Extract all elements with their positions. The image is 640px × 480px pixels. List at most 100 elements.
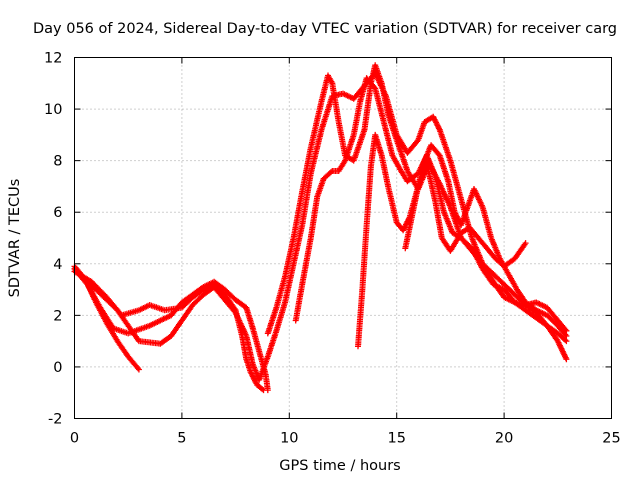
data-point-run bbox=[146, 313, 173, 329]
data-point-run bbox=[441, 209, 455, 235]
x-tick-label: 10 bbox=[280, 431, 298, 447]
data-point-run bbox=[514, 286, 528, 304]
tick-layer: 0 5 10 15 20 25 -2 0 2 4 6 8 10 12 bbox=[44, 51, 621, 447]
data-point-run bbox=[385, 111, 400, 142]
data-point-run bbox=[496, 255, 511, 276]
y-tick-label: -2 bbox=[48, 412, 62, 428]
data-point-run bbox=[282, 236, 297, 280]
data-point-run bbox=[247, 369, 260, 387]
data-point-run bbox=[361, 82, 374, 133]
data-point-run bbox=[350, 128, 367, 164]
chart-title: Day 056 of 2024, Sidereal Day-to-day VTE… bbox=[33, 21, 617, 37]
x-tick-label: 5 bbox=[177, 431, 186, 447]
data-point bbox=[135, 366, 142, 373]
data-point-run bbox=[389, 152, 404, 173]
data-point-run bbox=[544, 304, 560, 323]
data-point-run bbox=[372, 62, 385, 85]
data-point-run bbox=[468, 245, 485, 271]
data-point-run bbox=[404, 171, 420, 185]
data-point-run bbox=[350, 100, 363, 138]
data-point-run bbox=[157, 334, 173, 347]
data-point-run bbox=[189, 292, 206, 308]
data-point-run bbox=[243, 333, 256, 366]
data-point-run bbox=[135, 338, 162, 347]
y-tick-label: 6 bbox=[53, 205, 62, 221]
data-point-run bbox=[511, 241, 528, 262]
data-point-run bbox=[355, 288, 366, 350]
data-point-run bbox=[221, 286, 238, 302]
data-point-run bbox=[307, 100, 325, 151]
data-point-run bbox=[466, 224, 481, 240]
data-point-run bbox=[458, 205, 470, 229]
data-point-run bbox=[232, 309, 249, 338]
data-point-run bbox=[314, 177, 327, 200]
data-point-run bbox=[404, 138, 421, 156]
x-tick-label: 15 bbox=[387, 431, 405, 447]
data-point-run bbox=[273, 275, 288, 311]
data-point-run bbox=[232, 296, 248, 310]
x-axis-label: GPS time / hours bbox=[279, 458, 400, 474]
data-point-run bbox=[505, 271, 520, 291]
y-tick-label: 8 bbox=[53, 154, 62, 170]
data-point bbox=[563, 356, 570, 363]
data-point-run bbox=[114, 307, 141, 343]
data-point-run bbox=[178, 295, 195, 311]
data-point-run bbox=[318, 94, 335, 133]
data-point bbox=[563, 332, 570, 339]
data-point-run bbox=[380, 119, 395, 157]
plot-frame bbox=[74, 57, 612, 419]
data-point-run bbox=[428, 142, 442, 158]
data-point-run bbox=[335, 119, 348, 157]
data-point-run bbox=[325, 72, 335, 85]
data-point-run bbox=[299, 236, 314, 288]
data-point-run bbox=[554, 338, 569, 361]
data-point-run bbox=[168, 318, 184, 339]
data-point-run bbox=[436, 126, 453, 162]
data-point-run bbox=[479, 204, 494, 240]
data-point-run bbox=[501, 281, 517, 297]
data-point-run bbox=[511, 299, 528, 313]
data-point-run bbox=[544, 322, 560, 336]
data-point-run bbox=[378, 80, 391, 116]
data-point-run bbox=[264, 306, 279, 337]
data-point-run bbox=[282, 262, 297, 306]
data-point-run bbox=[445, 178, 458, 214]
data-point-run bbox=[544, 312, 560, 328]
data-point-run bbox=[211, 284, 227, 302]
data-point-run bbox=[372, 131, 385, 157]
data-point-run bbox=[239, 333, 249, 361]
data-point-run bbox=[501, 286, 517, 305]
data-point-run bbox=[554, 322, 569, 338]
data-point-run bbox=[357, 76, 370, 105]
data-point-run bbox=[490, 281, 506, 292]
data-point-run bbox=[292, 283, 305, 324]
data-point-run bbox=[554, 317, 569, 333]
data-point-run bbox=[273, 301, 288, 334]
data-point-run bbox=[114, 338, 131, 359]
data-point-run bbox=[447, 157, 464, 201]
data-point-run bbox=[419, 143, 434, 169]
data-point-run bbox=[256, 355, 271, 383]
data-point-run bbox=[554, 330, 569, 343]
grid-layer bbox=[74, 57, 612, 419]
series-track-6 bbox=[292, 75, 570, 345]
y-tick-label: 2 bbox=[53, 308, 62, 324]
data-point-run bbox=[432, 198, 445, 240]
data-point-run bbox=[436, 152, 451, 183]
data-point-run bbox=[490, 271, 506, 287]
data-point-run bbox=[430, 113, 442, 132]
data-point-run bbox=[385, 183, 400, 224]
data-point-run bbox=[475, 235, 489, 250]
data-point-run bbox=[363, 164, 374, 229]
series-track-3 bbox=[71, 268, 267, 394]
y-tick-label: 0 bbox=[53, 360, 62, 376]
data-point-run bbox=[471, 186, 485, 209]
data-point-run bbox=[415, 120, 427, 143]
data-point bbox=[260, 387, 267, 394]
data-point-run bbox=[146, 302, 166, 313]
y-tick-label: 12 bbox=[44, 51, 62, 67]
data-point-run bbox=[436, 180, 453, 209]
data-point-run bbox=[290, 223, 305, 267]
data-point-run bbox=[221, 296, 238, 315]
data-point-run bbox=[84, 281, 103, 310]
